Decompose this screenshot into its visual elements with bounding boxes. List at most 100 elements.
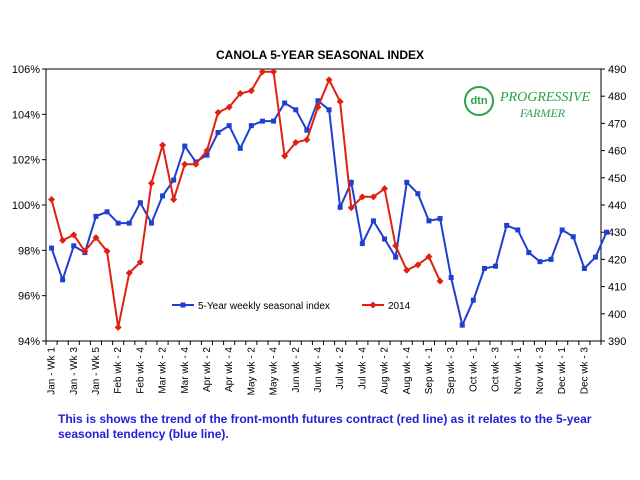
x-axis-label: May wk - 4 xyxy=(269,347,280,396)
x-axis-label: Nov wk - 3 xyxy=(535,347,546,395)
x-axis-label: Jan - Wk 3 xyxy=(69,347,80,395)
chart-caption: This is shows the trend of the front-mon… xyxy=(58,412,592,441)
x-axis-label: Mar wk - 2 xyxy=(158,347,169,394)
x-axis-label: Sep wk - 3 xyxy=(446,347,457,395)
x-axis-label: Aug wk - 2 xyxy=(380,347,391,395)
series-point xyxy=(303,136,311,144)
series-point xyxy=(348,179,354,185)
series-point xyxy=(436,277,444,285)
left-axis-label: 98% xyxy=(18,245,40,257)
legend-marker-1 xyxy=(369,301,377,309)
x-axis-label: Dec wk - 3 xyxy=(579,347,590,395)
chart-title: CANOLA 5-YEAR SEASONAL INDEX xyxy=(215,48,425,62)
right-axis-label: 390 xyxy=(608,336,626,348)
series-point xyxy=(248,123,254,129)
series-point xyxy=(259,118,265,124)
series-point xyxy=(226,123,232,129)
series-point xyxy=(104,209,110,215)
right-axis-label: 470 xyxy=(608,118,626,130)
series-point xyxy=(215,129,221,135)
x-axis-label: Mar wk - 4 xyxy=(180,347,191,394)
series-point xyxy=(459,322,465,328)
x-axis-label: Dec wk - 1 xyxy=(557,347,568,395)
right-axis-label: 490 xyxy=(608,64,626,76)
series-line-0 xyxy=(50,99,608,329)
series-point xyxy=(125,269,133,277)
x-axis-label: Jan - Wk 5 xyxy=(91,347,102,395)
x-axis-label: Jun wk - 4 xyxy=(313,347,324,393)
legend-marker-0 xyxy=(180,302,186,308)
x-axis-label: Aug wk - 4 xyxy=(402,347,413,395)
series-point xyxy=(136,258,144,266)
right-axis-label: 410 xyxy=(608,282,626,294)
right-axis-label: 400 xyxy=(608,309,626,321)
series-point xyxy=(425,253,433,261)
series-point xyxy=(93,213,99,219)
x-axis-label: Apr wk - 4 xyxy=(224,347,235,392)
right-axis-label: 450 xyxy=(608,173,626,185)
series-point xyxy=(404,179,410,185)
series-point xyxy=(204,152,210,158)
series-point xyxy=(159,141,167,149)
x-axis-label: Nov wk - 1 xyxy=(513,347,524,395)
x-axis-label: Oct wk - 1 xyxy=(468,347,479,392)
series-point xyxy=(336,98,344,106)
right-axis-label: 430 xyxy=(608,227,626,239)
legend-label-1: 2014 xyxy=(388,301,411,312)
series-point xyxy=(225,103,233,111)
x-axis-label: Jul wk - 2 xyxy=(335,347,346,390)
series-point xyxy=(48,196,56,204)
series-point xyxy=(60,277,66,283)
series-point xyxy=(359,241,365,247)
series-point xyxy=(171,177,177,183)
series-point xyxy=(537,259,543,265)
series-point xyxy=(604,229,610,235)
x-axis-label: Jun wk - 2 xyxy=(291,347,302,393)
left-axis-label: 94% xyxy=(18,336,40,348)
series-point xyxy=(415,191,421,197)
series-point xyxy=(381,185,389,193)
left-axis-label: 100% xyxy=(12,200,40,212)
logo-text-progressive: PROGRESSIVE xyxy=(500,90,591,105)
series-point xyxy=(115,220,121,226)
series-point xyxy=(515,227,521,233)
series-point xyxy=(237,145,243,151)
series-point xyxy=(559,227,565,233)
series-point xyxy=(426,218,432,224)
right-axis-label: 480 xyxy=(608,91,626,103)
series-point xyxy=(315,98,321,104)
series-point xyxy=(370,218,376,224)
right-axis-label: 420 xyxy=(608,254,626,266)
left-axis-label: 96% xyxy=(18,291,40,303)
series-point xyxy=(448,275,454,281)
series-point xyxy=(148,220,154,226)
x-axis-label: Oct wk - 3 xyxy=(491,347,502,392)
logo-text-farmer: FARMER xyxy=(520,106,566,120)
x-axis-label: Jan - Wk 1 xyxy=(47,347,58,395)
series-point xyxy=(160,193,166,199)
x-axis-label: Jul wk - 4 xyxy=(357,347,368,390)
series-point xyxy=(393,254,399,260)
series-point xyxy=(181,160,189,168)
series-point xyxy=(293,107,299,113)
series-point xyxy=(270,68,278,76)
x-axis-label: Sep wk - 1 xyxy=(424,347,435,395)
series-point xyxy=(325,76,333,84)
series-point xyxy=(203,147,211,155)
series-point xyxy=(147,179,155,187)
x-axis-label: Feb wk - 2 xyxy=(113,347,124,394)
series-point xyxy=(103,247,111,255)
series-point xyxy=(369,193,377,201)
series-point xyxy=(481,265,487,271)
series-point xyxy=(182,143,188,149)
series-point xyxy=(247,87,255,95)
series-point xyxy=(493,263,499,269)
series-point xyxy=(236,89,244,97)
series-point xyxy=(570,234,576,240)
series-line-1 xyxy=(50,70,442,328)
series-point xyxy=(581,265,587,271)
series-point xyxy=(382,236,388,242)
series-point xyxy=(70,231,78,239)
x-axis-label: May wk - 2 xyxy=(246,347,257,396)
